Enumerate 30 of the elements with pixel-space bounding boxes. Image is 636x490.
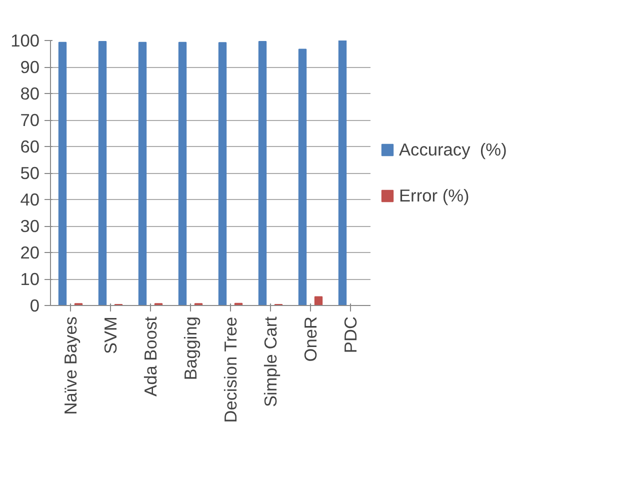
y-tick-label: 20 [20, 242, 40, 262]
y-tick-label: 80 [20, 84, 40, 104]
bar [138, 42, 147, 306]
x-tick-label: Naïve Bayes [60, 316, 80, 415]
legend-label: Accuracy (%) [399, 139, 507, 160]
y-tick-label: 90 [20, 57, 40, 77]
x-tick-label: Decision Tree [220, 316, 240, 423]
legend-label: Error (%) [399, 185, 470, 206]
bar [338, 40, 347, 306]
y-tick-label: 30 [20, 216, 40, 236]
y-tick-label: 40 [20, 190, 40, 210]
y-tick-label: 70 [20, 110, 40, 130]
x-tick-label: Ada Boost [140, 316, 160, 396]
bar [314, 296, 323, 306]
y-tick-label: 50 [20, 163, 40, 183]
bar [58, 42, 67, 306]
bar [218, 42, 227, 306]
x-tick-label: Simple Cart [260, 316, 280, 408]
y-tick-label: 10 [20, 269, 40, 289]
bar [258, 41, 267, 306]
bar [98, 41, 107, 306]
bar [178, 42, 187, 306]
y-tick-label: 60 [20, 136, 40, 156]
x-tick-label: SVM [100, 316, 120, 354]
x-tick-label: Bagging [180, 316, 200, 380]
bar [298, 48, 307, 306]
x-tick-label: OneR [300, 316, 320, 362]
y-tick-label: 100 [10, 30, 40, 50]
x-tick-label: PDC [340, 316, 360, 354]
y-tick-label: 0 [30, 296, 40, 316]
